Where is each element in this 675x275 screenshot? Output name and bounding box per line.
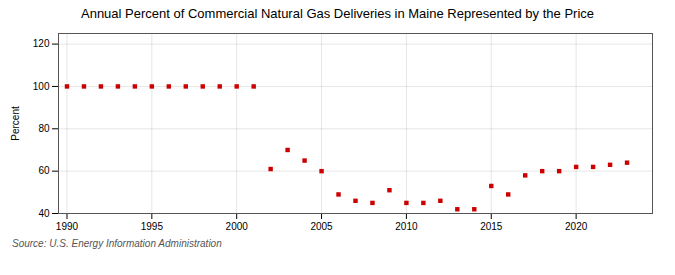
- svg-text:1990: 1990: [56, 221, 79, 232]
- svg-text:2005: 2005: [310, 221, 333, 232]
- svg-text:2000: 2000: [226, 221, 249, 232]
- svg-text:40: 40: [38, 208, 50, 219]
- svg-text:80: 80: [38, 123, 50, 134]
- svg-text:2020: 2020: [565, 221, 588, 232]
- svg-text:100: 100: [33, 81, 50, 92]
- svg-text:2015: 2015: [480, 221, 503, 232]
- svg-text:60: 60: [38, 165, 50, 176]
- svg-text:120: 120: [33, 38, 50, 49]
- html-text:Annual Percent of Commercial N: Annual Percent of Commercial Natural Gas…: [81, 6, 594, 21]
- svg-text:1995: 1995: [141, 221, 164, 232]
- svg-text:Percent: Percent: [10, 106, 21, 141]
- svg-text:2010: 2010: [395, 221, 418, 232]
- html-text:Source: U.S. Energy Informatio: Source: U.S. Energy Information Administ…: [12, 238, 222, 249]
